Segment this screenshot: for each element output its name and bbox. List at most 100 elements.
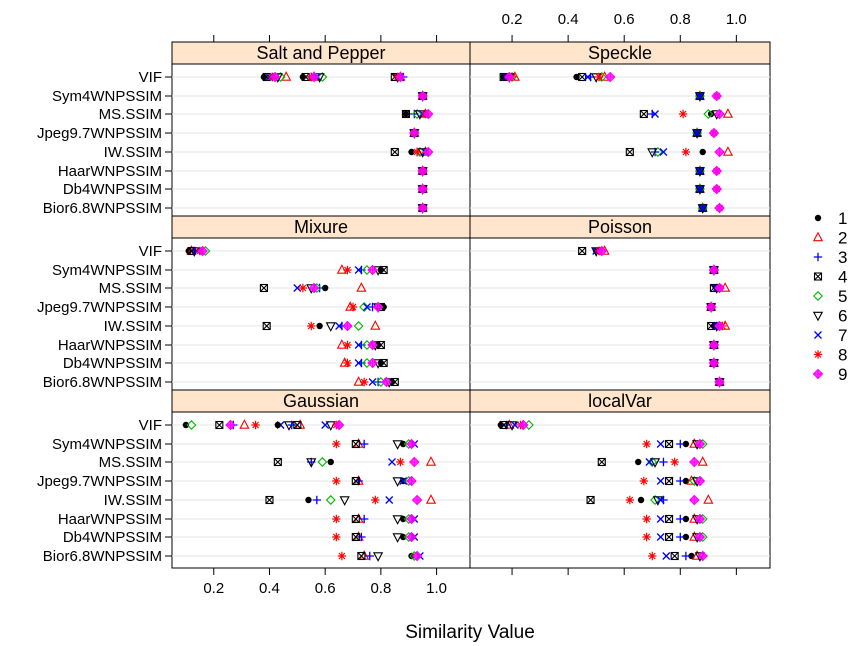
- row-MS.SSIM: [709, 282, 731, 294]
- row-HaarWNPSSIM: [642, 513, 708, 525]
- point-series-1: [327, 458, 334, 466]
- legend-label: 4: [838, 268, 847, 287]
- point-series-9: [711, 165, 723, 177]
- row-MS.SSIM: [273, 456, 437, 468]
- point-series-9: [604, 71, 616, 83]
- point-series-8: [648, 551, 657, 561]
- legend-label: 6: [838, 307, 847, 326]
- point-series-7: [695, 92, 704, 100]
- point-series-9: [422, 146, 434, 158]
- point-series-6: [694, 167, 706, 177]
- point-series-7: [354, 266, 363, 274]
- strip-title: Gaussian: [283, 391, 359, 411]
- point-series-8: [371, 495, 380, 505]
- legend-symbol-5: [813, 291, 823, 301]
- row-HaarWNPSSIM: [336, 339, 385, 351]
- point-series-8: [639, 476, 649, 486]
- point-series-8: [332, 514, 341, 524]
- point-series-5: [325, 495, 336, 505]
- legend-label: 5: [838, 287, 847, 306]
- y-tick-label: VIF: [139, 243, 162, 260]
- point-series-8: [681, 147, 691, 157]
- point-series-1: [305, 496, 312, 504]
- y-tick-label: IW.SSIM: [104, 144, 162, 161]
- point-series-5: [703, 109, 714, 119]
- point-series-8: [337, 551, 347, 561]
- row-VIF: [497, 419, 534, 431]
- point-series-7: [698, 204, 707, 212]
- point-series-7: [656, 440, 665, 448]
- point-series-6: [283, 421, 295, 431]
- point-series-6: [694, 92, 706, 102]
- point-series-9: [395, 71, 406, 83]
- x-tick-label: 1.0: [426, 580, 447, 597]
- point-series-9: [714, 376, 725, 388]
- row-IW.SSIM: [390, 146, 434, 158]
- point-series-7: [656, 515, 665, 523]
- x-tick-label: 0.6: [315, 580, 336, 597]
- point-series-1: [274, 421, 282, 429]
- row-IW.SSIM: [625, 146, 734, 158]
- point-series-7: [321, 421, 330, 429]
- x-tick-label: 0.4: [558, 11, 579, 28]
- point-series-8: [678, 109, 688, 119]
- point-series-9: [697, 550, 708, 562]
- point-series-3: [287, 420, 296, 430]
- point-series-6: [697, 204, 708, 214]
- point-series-3: [373, 377, 383, 387]
- y-tick-label: Sym4WNPSSIM: [52, 262, 162, 279]
- point-series-6: [372, 552, 384, 562]
- point-series-8: [343, 265, 352, 275]
- point-series-7: [510, 421, 519, 429]
- row-Bior6.8WNPSSIM: [714, 376, 725, 388]
- point-series-4: [578, 72, 587, 82]
- y-tick-label: Jpeg9.7WNPSSIM: [37, 299, 162, 316]
- point-series-7: [583, 73, 592, 81]
- point-series-9: [596, 245, 608, 257]
- row-Jpeg9.7WNPSSIM: [409, 127, 420, 139]
- y-tick-label: MS.SSIM: [99, 280, 162, 297]
- point-series-1: [635, 458, 642, 466]
- point-series-8: [298, 283, 308, 293]
- point-series-9: [409, 127, 420, 139]
- point-series-9: [422, 108, 434, 120]
- y-tick-label: Sym4WNPSSIM: [52, 88, 162, 105]
- row-Bior6.8WNPSSIM: [353, 376, 399, 388]
- point-series-5: [650, 495, 661, 505]
- point-series-1: [316, 322, 323, 330]
- point-series-9: [367, 264, 378, 276]
- row-Db4WNPSSIM: [708, 357, 720, 369]
- panel-frame: [469, 63, 771, 217]
- point-series-9: [694, 438, 706, 450]
- point-series-6: [392, 477, 403, 487]
- point-series-9: [372, 301, 384, 313]
- point-series-9: [406, 513, 417, 525]
- legend-label: 1: [838, 209, 847, 228]
- point-series-4: [265, 495, 274, 505]
- legend-label: 9: [838, 365, 847, 384]
- row-Sym4WNPSSIM: [708, 264, 720, 276]
- row-IW.SSIM: [262, 320, 381, 332]
- point-series-7: [388, 458, 396, 466]
- point-series-8: [332, 439, 341, 449]
- x-tick-label: 0.4: [259, 580, 280, 597]
- point-series-9: [342, 320, 353, 332]
- point-series-2: [239, 419, 250, 429]
- point-series-7: [335, 322, 344, 330]
- point-series-8: [251, 420, 260, 430]
- point-series-4: [293, 420, 302, 430]
- point-series-9: [714, 146, 725, 158]
- point-series-5: [317, 457, 328, 467]
- panel-frame: [469, 411, 771, 569]
- point-series-4: [259, 283, 268, 293]
- row-VIF: [185, 245, 211, 257]
- point-series-2: [722, 108, 734, 118]
- point-series-7: [354, 341, 363, 349]
- point-series-8: [343, 358, 352, 368]
- point-series-5: [647, 457, 658, 467]
- strip-title: Mixure: [294, 217, 348, 237]
- strip-title: Speckle: [588, 43, 652, 63]
- row-HaarWNPSSIM: [417, 165, 428, 177]
- point-series-7: [656, 477, 665, 485]
